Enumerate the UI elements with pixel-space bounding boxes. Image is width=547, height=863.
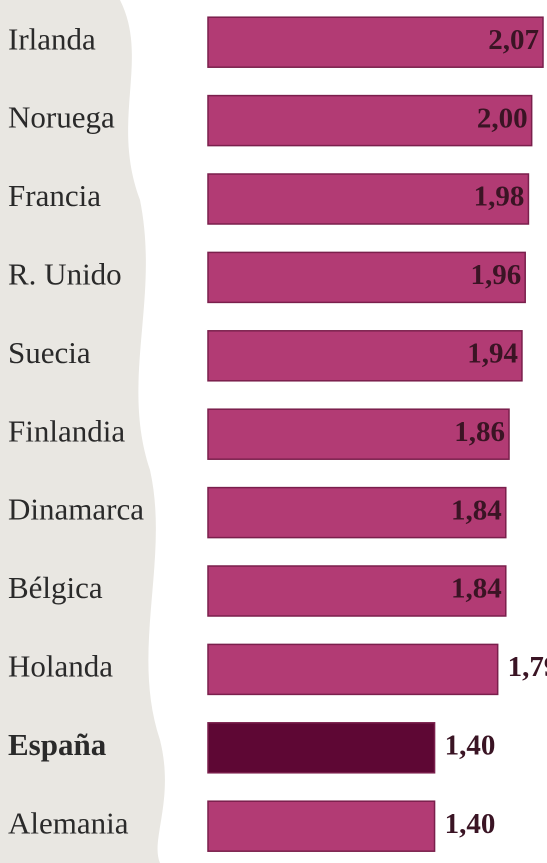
bar [207,330,523,382]
category-label: Francia [8,178,101,213]
value-label: 1,84 [451,573,502,605]
value-label: 1,98 [474,181,525,213]
bar [207,643,499,696]
bar [207,251,526,304]
background-silhouette [0,0,165,863]
category-label: Irlanda [8,21,96,56]
bar [207,722,436,774]
value-label: 1,84 [451,494,502,526]
value-label: 1,40 [445,808,496,840]
value-label: 1,96 [470,259,521,291]
bar [207,16,544,68]
category-label: Dinamarca [8,492,144,527]
category-label: Noruega [8,100,115,135]
bar [207,408,510,460]
category-label: Holanda [8,649,113,684]
category-label: Alemania [8,805,129,840]
bar [207,800,436,852]
value-label: 1,86 [454,416,505,448]
bar [207,565,507,617]
bar [207,486,507,539]
value-label: 2,00 [477,102,528,134]
bar [207,94,533,147]
category-label: Suecia [8,335,91,370]
value-label: 2,07 [488,24,539,56]
category-label: Bélgica [8,570,103,605]
bar [207,173,530,225]
value-label: 1,79 [508,651,547,683]
value-label: 1,40 [445,729,496,761]
category-label: Finlandia [8,413,125,448]
value-label: 1,94 [467,337,518,369]
category-label: R. Unido [8,257,122,292]
category-label: España [8,727,107,762]
